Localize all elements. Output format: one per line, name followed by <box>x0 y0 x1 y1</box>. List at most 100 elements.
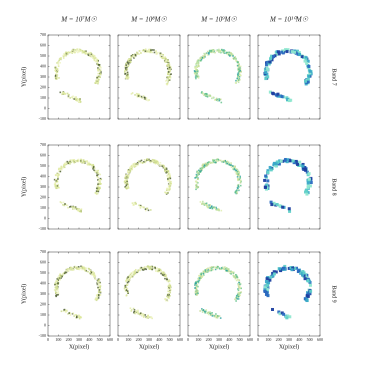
map-pixel <box>167 80 170 83</box>
map-pixel <box>69 267 72 270</box>
map-pixel <box>99 291 102 294</box>
map-pixel <box>162 55 164 58</box>
map-pixel <box>93 271 95 274</box>
map-pixel <box>77 209 79 212</box>
map-pixel <box>202 163 204 166</box>
map-pixel <box>55 283 58 285</box>
map-pixel <box>201 311 204 313</box>
map-pixel <box>235 192 238 195</box>
map-pixel <box>164 167 166 170</box>
map-pixel <box>295 162 299 166</box>
map-pixel <box>159 268 162 271</box>
map-pixel <box>239 294 241 297</box>
map-pixel <box>129 273 132 276</box>
map-pixel <box>308 71 312 75</box>
map-pixel <box>207 270 209 272</box>
map-pixel <box>72 159 74 161</box>
map-pixel <box>281 205 285 209</box>
column-title: M = 10⁸M☉ <box>130 16 167 24</box>
map-pixel <box>156 163 159 166</box>
map-pixel <box>201 164 204 167</box>
map-pixel <box>236 64 239 67</box>
map-pixel <box>155 159 158 162</box>
map-pixel <box>91 164 93 166</box>
map-pixel <box>133 273 135 275</box>
map-pixel <box>78 268 81 271</box>
map-pixel <box>233 58 236 60</box>
map-pixel <box>234 56 236 58</box>
map-pixel <box>78 314 80 317</box>
map-pixel <box>169 291 172 294</box>
map-pixel <box>126 281 129 284</box>
map-pixel <box>126 179 128 181</box>
map-pixel <box>235 168 238 170</box>
map-pixel <box>131 56 133 58</box>
map-pixel <box>237 76 240 78</box>
map-pixel <box>127 185 130 188</box>
map-pixel <box>275 52 279 56</box>
map-pixel <box>97 72 100 75</box>
map-pixel <box>195 290 198 292</box>
map-pixel <box>195 186 197 189</box>
map-pixel <box>128 278 130 281</box>
panel: 0 100 200 300 400 500 600-10001002003004005006… <box>39 249 113 342</box>
map-pixel <box>67 270 69 272</box>
map-pixel <box>61 92 64 94</box>
map-pixel <box>239 184 242 187</box>
column-title: M = 10⁷M☉ <box>60 16 97 24</box>
map-pixel <box>272 201 276 205</box>
map-pixel <box>69 163 71 165</box>
map-pixel <box>126 180 128 182</box>
map-pixel <box>98 287 101 290</box>
map-pixel <box>196 70 199 72</box>
map-pixel <box>238 69 241 71</box>
map-pixel <box>268 90 272 94</box>
map-pixel <box>76 98 79 100</box>
map-pixel <box>80 209 82 212</box>
map-pixel <box>195 67 197 69</box>
map-pixel <box>94 56 96 58</box>
map-pixel <box>303 59 307 63</box>
map-pixel <box>97 172 100 175</box>
map-pixel <box>169 175 171 178</box>
map-pixel <box>125 187 128 190</box>
x-tick-label: 200 <box>66 337 72 342</box>
map-pixel <box>236 73 239 76</box>
map-pixel <box>73 266 75 269</box>
map-pixel <box>223 49 225 51</box>
map-pixel <box>275 202 279 206</box>
map-pixel <box>208 94 210 97</box>
map-pixel <box>165 193 168 195</box>
map-pixel <box>303 277 307 281</box>
map-pixel <box>197 186 200 188</box>
map-pixel <box>194 65 196 68</box>
y-tick-label: 300 <box>40 184 46 189</box>
map-pixel <box>198 278 201 281</box>
map-pixel <box>79 316 82 319</box>
map-pixel <box>165 277 168 279</box>
map-pixel <box>306 279 310 283</box>
map-pixel <box>125 68 127 71</box>
map-pixel <box>62 272 65 275</box>
map-pixel <box>292 161 296 165</box>
x-axis-label: X(pixel) <box>139 343 159 350</box>
map-pixel <box>230 162 232 164</box>
map-pixel <box>196 182 199 184</box>
map-pixel <box>139 160 142 163</box>
map-pixel <box>198 58 200 61</box>
map-pixel <box>134 201 137 204</box>
map-pixel <box>240 71 242 73</box>
map-pixel <box>90 55 92 58</box>
map-pixel <box>307 64 311 68</box>
map-pixel <box>272 272 276 276</box>
map-pixel <box>57 276 59 279</box>
map-pixel <box>59 61 61 64</box>
map-pixel <box>143 49 145 51</box>
map-pixel <box>216 209 219 212</box>
map-pixel <box>151 158 154 161</box>
map-pixel <box>280 95 284 99</box>
map-pixel <box>214 268 217 271</box>
map-pixel <box>266 179 270 183</box>
map-pixel <box>222 267 224 270</box>
map-pixel <box>99 281 101 284</box>
